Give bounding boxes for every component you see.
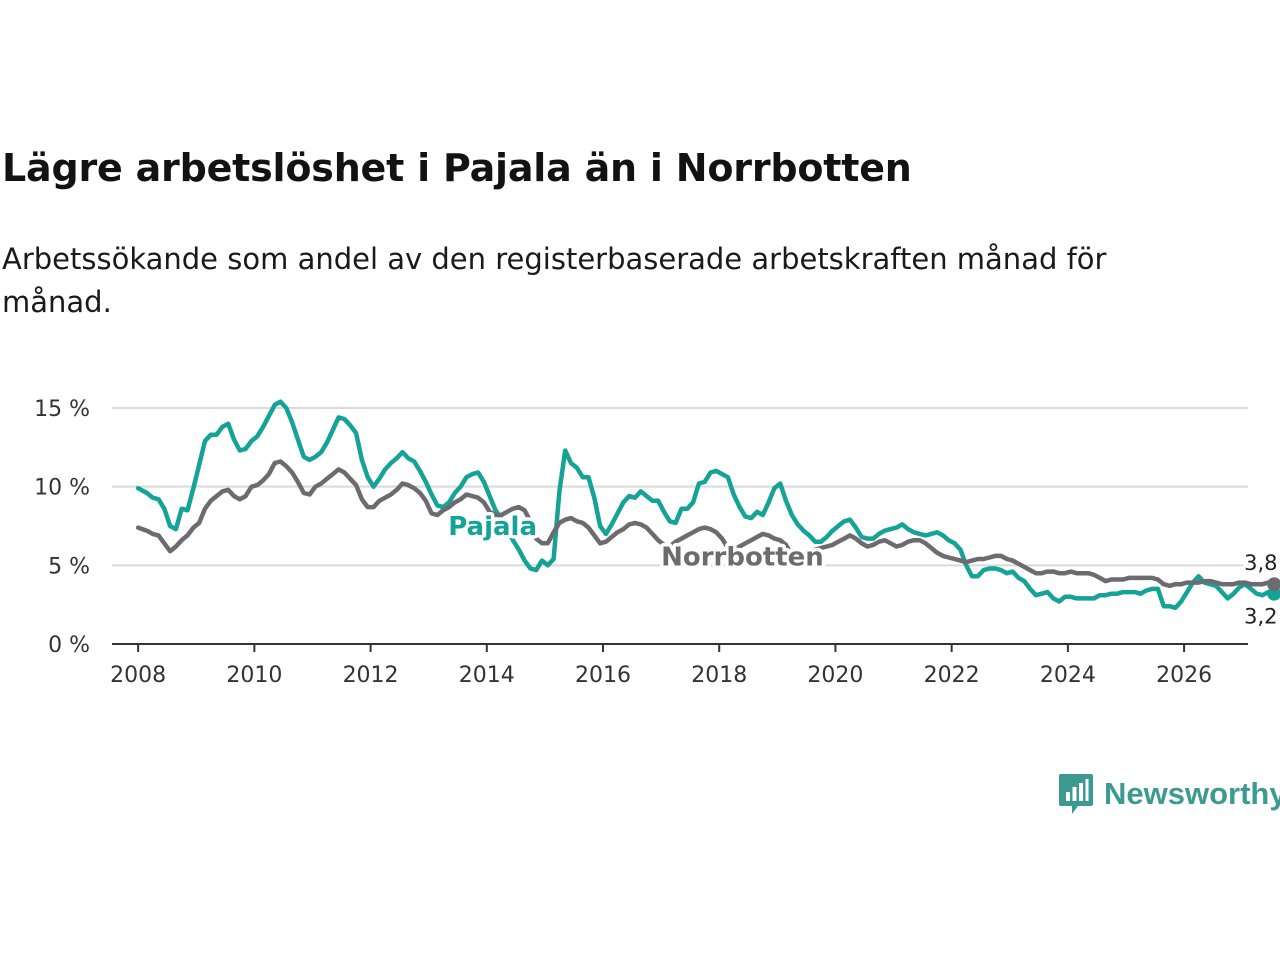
end-label-pajala: 3,2 % (1244, 605, 1280, 629)
y-tick-label: 5 % (48, 554, 90, 579)
x-tick-label: 2018 (691, 663, 747, 688)
x-tick-label: 2010 (226, 663, 282, 688)
chart-subtitle: Arbetssökande som andel av den registerb… (2, 242, 1107, 319)
x-tick-label: 2022 (924, 663, 980, 688)
series-labels: Pajala Norrbotten (445, 509, 828, 577)
y-tick-label: 10 % (34, 476, 90, 501)
x-axis: 2008 2010 2012 2014 2016 2018 2020 2022 2024 2026 (110, 643, 1248, 688)
x-tick-label: 2026 (1156, 663, 1212, 688)
end-label-norrbotten: 3,8 % (1244, 551, 1280, 575)
end-marker-norrbotten (1267, 577, 1280, 592)
chart-title: Lägre arbetslöshet i Pajala än i Norrbot… (2, 146, 912, 190)
y-tick-label: 15 % (34, 397, 90, 422)
x-tick-label: 2012 (343, 663, 399, 688)
x-tick-label: 2024 (1040, 663, 1096, 688)
series-line-pajala (135, 399, 1277, 611)
newsworthy-logo[interactable]: Newsworthy (1058, 772, 1280, 816)
series-label-pajala: Pajala (448, 512, 537, 542)
series-lines (135, 399, 1277, 611)
bar-chart-speech-bubble-icon (1059, 774, 1093, 814)
x-tick-label: 2016 (575, 663, 631, 688)
y-tick-label: 0 % (48, 633, 90, 658)
line-chart: 0 %5 %10 %15 % 2008 2010 2012 2014 2016 2018 2… (34, 397, 1280, 688)
series-line-norrbotten (135, 459, 1277, 589)
x-tick-label: 2020 (807, 663, 863, 688)
brand-name: Newsworthy (1104, 776, 1280, 811)
x-tick-label: 2008 (110, 663, 166, 688)
series-label-norrbotten: Norrbotten (661, 543, 824, 573)
y-axis: 0 % 5 % 10 % 15 % (34, 397, 90, 658)
x-tick-label: 2014 (459, 663, 515, 688)
end-markers: 3,2 % 3,8 % (1242, 549, 1280, 631)
